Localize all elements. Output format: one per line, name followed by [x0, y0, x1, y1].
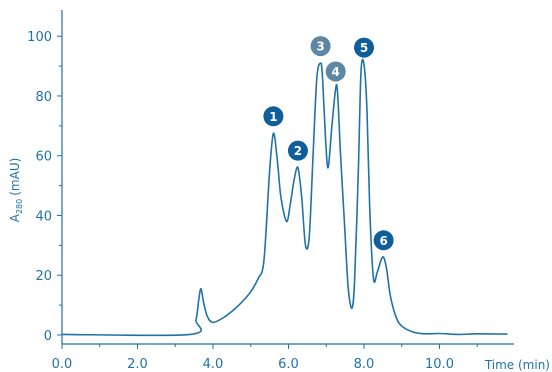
x-tick-label: 4.0: [203, 357, 224, 372]
peak-marker-label: 1: [269, 110, 277, 124]
y-axis-title-subscript: 280: [15, 199, 24, 214]
peak-marker-3: 3: [310, 36, 331, 57]
y-axis-title-main: A: [8, 213, 22, 222]
peak-marker-circle: [373, 230, 394, 251]
peak-marker-label: 2: [294, 144, 302, 158]
axes: 0 20 40 60 80 100 0.0 2.0 4.0 6.0 8.0 10.0: [27, 10, 514, 372]
y-tick-label: 20: [35, 269, 52, 284]
peak-marker-2: 2: [287, 140, 308, 161]
y-axis-title: A280 (mAU): [8, 158, 24, 223]
y-tick-label: 60: [35, 150, 52, 165]
y-tick-label: 100: [27, 30, 52, 45]
x-axis-title: Time (min): [484, 358, 550, 372]
y-tick-label: 80: [35, 90, 52, 105]
y-tick-label: 0: [44, 329, 52, 344]
peak-marker-label: 4: [332, 65, 340, 79]
series-line: [61, 58, 508, 337]
y-axis-title-unit: (mAU): [8, 158, 22, 196]
peak-marker-label: 5: [360, 41, 368, 55]
peak-marker-6: 6: [373, 230, 394, 251]
x-tick-label: 6.0: [278, 357, 299, 372]
peak-marker-circle: [325, 61, 346, 82]
y-tick-label: 40: [35, 209, 52, 224]
peak-markers: 1 2 34 5 6: [263, 36, 394, 251]
x-tick-label: 10.0: [425, 357, 454, 372]
peak-marker-label: 3: [316, 40, 324, 54]
peak-marker-4: 4: [325, 61, 346, 82]
peak-marker-circle: [263, 106, 284, 127]
x-tick-label: 8.0: [354, 357, 375, 372]
peak-marker-1: 1: [263, 106, 284, 127]
peak-marker-circle: [354, 37, 374, 58]
svg-text:A280(mAU): A280 (mAU): [8, 158, 24, 223]
series-layer: [61, 58, 508, 337]
peak-marker-5: 5: [354, 37, 374, 58]
x-tick-label: 2.0: [127, 357, 148, 372]
peak-marker-circle: [310, 36, 331, 57]
peak-marker-circle: [287, 140, 308, 161]
x-tick-label: 0.0: [52, 357, 73, 372]
peak-marker-label: 6: [379, 234, 387, 248]
